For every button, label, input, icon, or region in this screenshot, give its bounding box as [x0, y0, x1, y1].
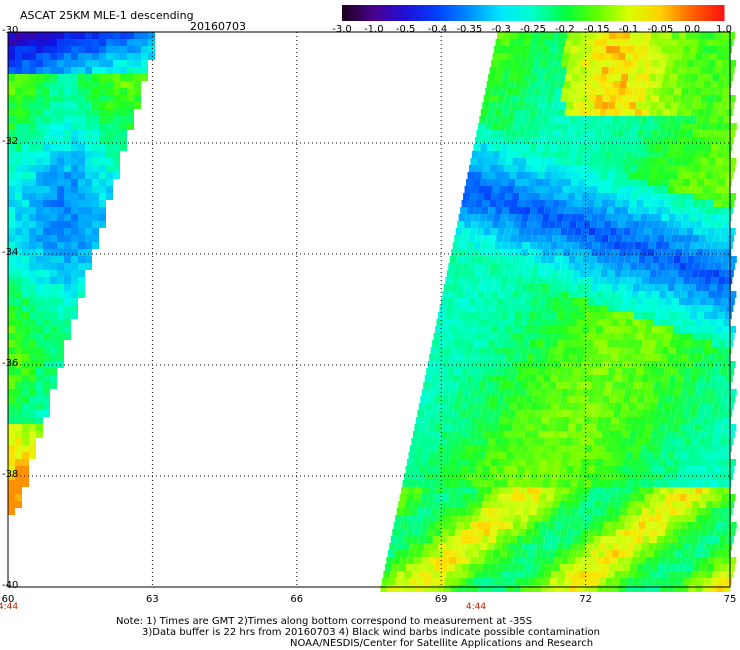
time-label-west: 4:44: [0, 602, 19, 612]
swath-east-pass: [380, 32, 737, 592]
latitude-label: -38: [2, 469, 19, 480]
latitude-label: -40: [2, 580, 19, 591]
longitude-label: 60: [1, 594, 15, 605]
longitude-label: 66: [290, 594, 304, 605]
colorbar-tick-label: -3.0: [332, 24, 352, 35]
longitude-label: 63: [146, 594, 159, 605]
colorbar-segment: [692, 5, 725, 21]
latitude-label: -32: [2, 136, 19, 147]
colorbar-tick-label: -0.25: [520, 24, 546, 35]
colorbar-segment: [342, 5, 375, 21]
colorbar-segment: [564, 5, 598, 21]
colorbar-tick-label: -0.15: [583, 24, 610, 35]
colorbar-segment: [533, 5, 566, 21]
map-frame: [7, 31, 731, 588]
colorbar-tick-label: -0.4: [427, 24, 448, 35]
colorbar-tick-label: -1.0: [364, 24, 384, 35]
longitude-label: 72: [579, 594, 592, 605]
colorbar-tick-label: -0.5: [395, 24, 416, 35]
colorbar-tick-label: -0.2: [555, 24, 575, 35]
time-label-east: 4:44: [465, 602, 487, 612]
colorbar-tick-label: 1.0: [716, 24, 732, 35]
lat-lon-grid: [8, 32, 730, 587]
note-line-2: 3)Data buffer is 22 hrs from 20160703 4)…: [142, 627, 600, 638]
colorbar-segment: [437, 5, 470, 21]
latitude-label: -34: [2, 247, 19, 258]
swath-map: [7, 31, 737, 592]
colorbar-segment: [373, 5, 407, 21]
product-date: 20160703: [190, 20, 246, 33]
latitude-label: -36: [2, 358, 19, 369]
colorbar-segment: [660, 5, 693, 21]
note-line-1: Note: 1) Times are GMT 2)Times along bot…: [116, 616, 533, 627]
colorbar-tick-label: -0.1: [618, 24, 639, 35]
product-title: ASCAT 25KM MLE-1 descending: [20, 9, 194, 22]
colorbar-tick-label: 0.0: [684, 24, 701, 35]
colorbar-tick-label: -0.05: [647, 24, 674, 35]
colorbar-segment: [405, 5, 438, 21]
latitude-label: -30: [2, 25, 19, 36]
longitude-label: 69: [434, 594, 448, 605]
colorbar-segment: [596, 5, 629, 21]
swath-west-pass: [8, 32, 155, 515]
colorbar-tick-label: -0.35: [456, 24, 483, 35]
colorbar-segment: [501, 5, 534, 21]
colorbar-tick-label: -0.3: [491, 24, 511, 35]
note-line-3: NOAA/NESDIS/Center for Satellite Applica…: [290, 638, 594, 649]
longitude-label: 75: [723, 594, 737, 605]
colorbar-segment: [469, 5, 502, 21]
colorbar-segment: [628, 5, 661, 21]
colorbar: [342, 5, 725, 21]
